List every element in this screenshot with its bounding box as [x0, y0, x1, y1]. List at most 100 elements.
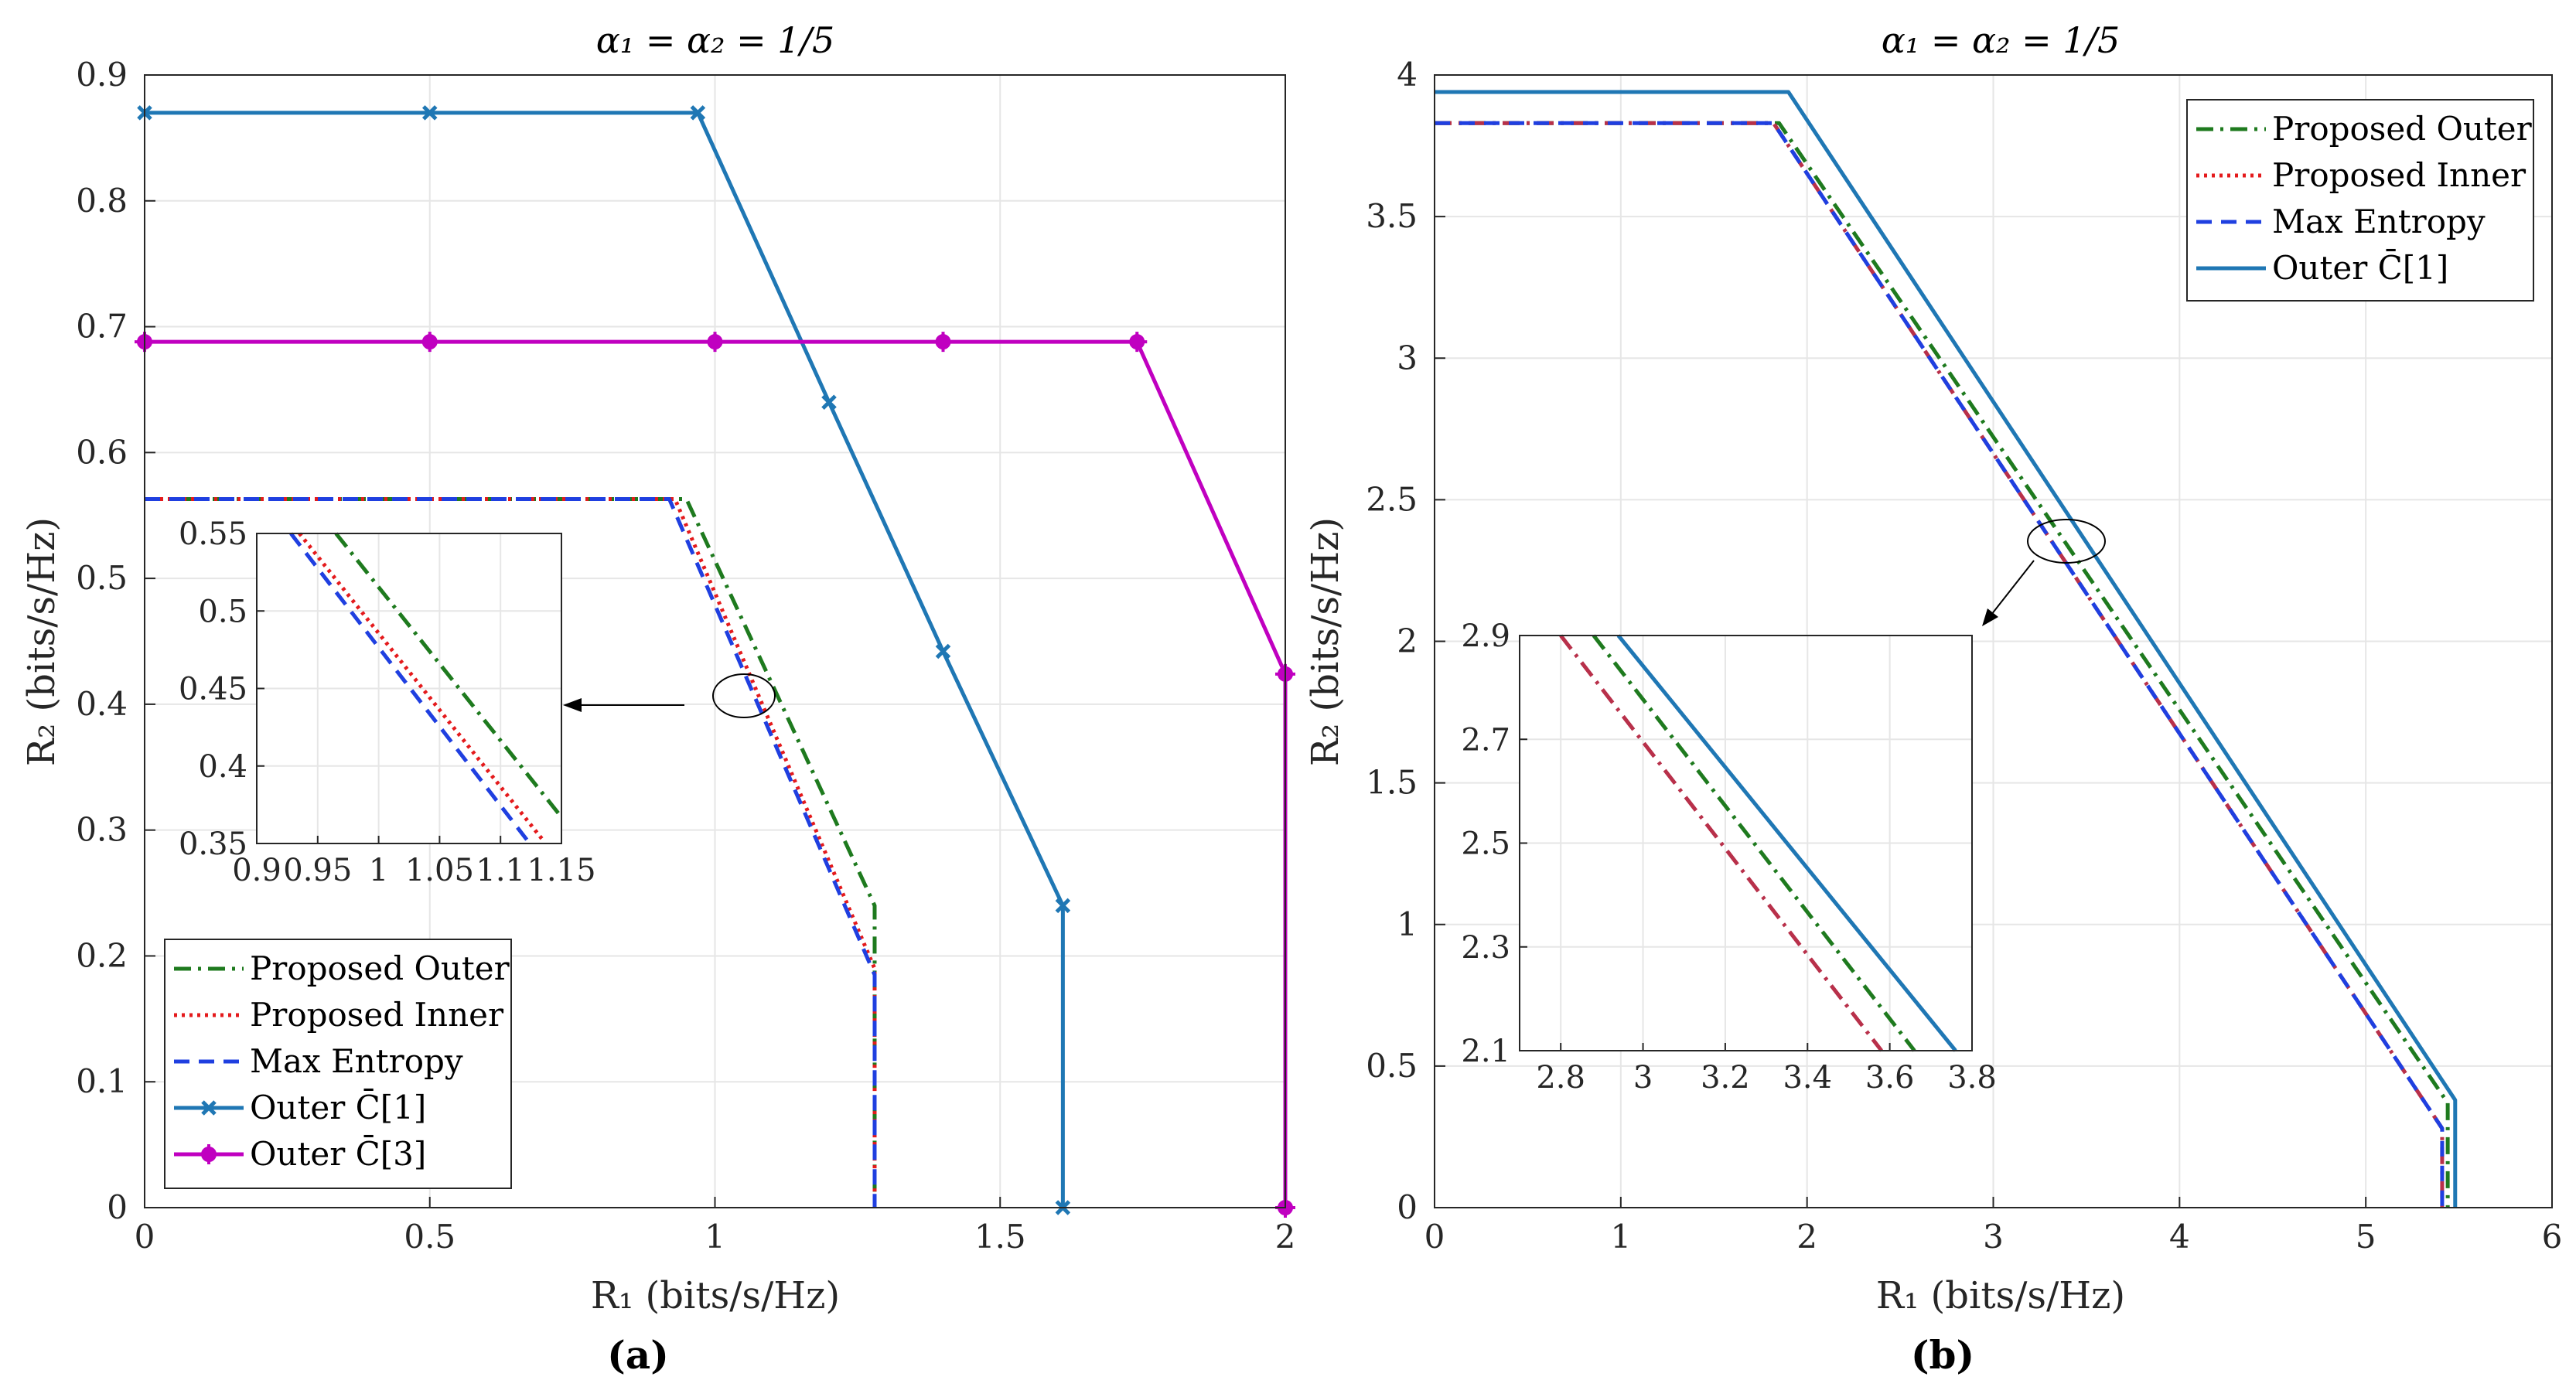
legend-label-max-entropy: Max Entropy	[250, 1042, 463, 1080]
series-line-max-entropy	[145, 497, 877, 1208]
inset-y-tick-label: 0.45	[179, 672, 247, 707]
inset-x-tick-label: 1.1	[476, 853, 525, 888]
data-point-outer-c-1-	[821, 394, 837, 410]
y-tick-label: 0.4	[76, 685, 128, 723]
y-tick-label: 0.6	[76, 433, 128, 471]
caption-b: (b)	[1911, 1332, 1974, 1378]
x-axis-label-b: R₁ (bits/s/Hz)	[1876, 1274, 2125, 1317]
inset-series-b	[1559, 634, 1957, 1052]
inset-y-tick-label: 2.3	[1461, 930, 1510, 966]
zoom-ellipse-b	[2027, 519, 2106, 564]
legend-marker-outer-c-1-	[201, 1100, 217, 1116]
inset-y-tick-label: 2.1	[1461, 1034, 1510, 1069]
data-point-outer-c-3--spoke	[1127, 332, 1148, 353]
inset-b: 2.8 3 3.2 3.4 3.6 3.8 2.1 2.3 2.5 2.7 2.9	[1461, 619, 1996, 1096]
x-tick-label: 0.5	[404, 1218, 455, 1256]
x-tick-label: 1	[705, 1218, 725, 1256]
inset-a: 0.9 0.95 1 1.05 1.1 1.15 0.35 0.4 0.45 0.5 0.55	[179, 516, 596, 888]
x-tick-label: 6	[2542, 1218, 2563, 1256]
inset-x-tick-label: 2.8	[1536, 1060, 1585, 1096]
x-ticks-a: 0 0.5 1 1.5 2	[135, 1197, 1296, 1256]
y-tick-label: 0.1	[76, 1062, 128, 1100]
legend-label-outer-c-3-: Outer C̄[3]	[250, 1133, 426, 1173]
x-ticks-b: 0 1 2 3 4 5 6	[1424, 1197, 2563, 1256]
chart-title-b: α₁ = α₂ = 1/5	[1882, 19, 2121, 61]
y-tick-label: 0.2	[76, 936, 128, 974]
data-point-outer-c-3--spoke	[419, 332, 440, 353]
zoom-ellipse-a	[712, 673, 776, 718]
inset-series-line-max-entropy	[289, 532, 529, 842]
x-tick-label: 2	[1796, 1218, 1817, 1256]
inset-x-tick-label: 1.15	[527, 853, 595, 888]
legend-marker-outer-c-3--spoke	[199, 1144, 219, 1164]
zoom-arrowhead-b	[1982, 608, 1998, 626]
inset-y-tick-label: 2.5	[1461, 826, 1510, 862]
inset-x-tick-label: 3.4	[1783, 1060, 1832, 1096]
inset-x-tick-label: 3.2	[1701, 1060, 1750, 1096]
inset-y-tick-label: 0.4	[198, 749, 247, 785]
inset-series-line-proposed-outer	[334, 532, 563, 819]
series-line-max-entropy	[1435, 121, 2445, 1208]
inset-x-tick-label: 1	[369, 853, 388, 888]
y-ticks-b: 0 0.5 1 1.5 2 2.5 3 3.5 4	[1366, 56, 1445, 1226]
inset-y-tick-label: 2.9	[1461, 619, 1510, 654]
legend-b: Proposed Outer Proposed Inner Max Entropy O…	[2186, 99, 2534, 302]
x-tick-label: 0	[1424, 1218, 1445, 1256]
x-tick-label: 4	[2169, 1218, 2190, 1256]
data-point-outer-c-3--spoke	[705, 332, 725, 353]
legend-label-proposed-outer: Proposed Outer	[2272, 110, 2533, 148]
chart-panel-a: 0 0.5 1 1.5 2 0 0.1 0.2 0.3 0.4 0.5 0.6 0.7 0.8 0.9 α…	[20, 19, 1295, 1378]
inset-x-tick-label: 3.8	[1947, 1060, 1997, 1096]
legend-box-a	[164, 939, 512, 1189]
x-tick-label: 2	[1275, 1218, 1296, 1256]
x-tick-label: 3	[1983, 1218, 2004, 1256]
inset-x-tick-label: 3	[1633, 1060, 1653, 1096]
chart-title-a: α₁ = α₂ = 1/5	[596, 19, 835, 61]
series-line-outer-c-1-	[1435, 90, 2458, 1208]
data-point-outer-c-3--spoke	[933, 332, 954, 353]
y-tick-label: 3	[1397, 339, 1418, 377]
inset-series-a	[289, 532, 563, 842]
y-tick-label: 0.9	[76, 56, 128, 94]
y-axis-label-b: R₂ (bits/s/Hz)	[1304, 517, 1347, 766]
inset-ticks-b: 2.8 3 3.2 3.4 3.6 3.8 2.1 2.3 2.5 2.7 2.9	[1461, 619, 1996, 1096]
inset-series-line-proposed-inner	[298, 532, 545, 842]
y-tick-label: 2.5	[1366, 480, 1418, 518]
legend-label-outer-c-1-: Outer C̄[1]	[250, 1087, 426, 1126]
y-tick-label: 3.5	[1366, 197, 1418, 235]
x-tick-label: 1	[1610, 1218, 1631, 1256]
y-tick-label: 0.5	[76, 559, 128, 597]
inset-y-tick-label: 0.35	[179, 826, 247, 862]
inset-series-line-outer-c-1-	[1616, 634, 1957, 1052]
legend-label-max-entropy: Max Entropy	[2272, 203, 2486, 240]
y-tick-label: 0.3	[76, 811, 128, 849]
legend-label-proposed-outer: Proposed Outer	[250, 949, 510, 987]
y-tick-label: 1	[1397, 905, 1418, 943]
legend-a: Proposed Outer Proposed Inner Max Entropy O…	[164, 939, 512, 1189]
inset-x-tick-label: 0.9	[232, 853, 281, 888]
inset-series-line-proposed-inner	[1559, 634, 1883, 1052]
y-tick-label: 0.8	[76, 182, 128, 220]
caption-a: (a)	[607, 1332, 669, 1378]
x-tick-label: 1.5	[974, 1218, 1026, 1256]
data-point-outer-c-1-	[690, 105, 706, 121]
zoom-arrowhead-a	[563, 698, 582, 712]
inset-y-tick-label: 0.5	[198, 594, 247, 629]
y-tick-label: 2	[1397, 622, 1418, 660]
data-point-outer-c-1-	[421, 105, 438, 121]
y-tick-label: 0	[107, 1188, 128, 1226]
inset-x-tick-label: 0.95	[283, 853, 352, 888]
x-tick-label: 5	[2356, 1218, 2376, 1256]
series-line-proposed-inner	[145, 497, 877, 1208]
legend-label-outer-c-1-: Outer C̄[1]	[2272, 247, 2448, 287]
zoom-arrow-b	[1991, 560, 2035, 615]
y-tick-label: 4	[1397, 56, 1418, 94]
data-point-outer-c-1-	[1055, 898, 1071, 914]
x-tick-label: 0	[135, 1218, 155, 1256]
x-axis-label-a: R₁ (bits/s/Hz)	[591, 1274, 840, 1317]
y-tick-label: 1.5	[1366, 764, 1418, 802]
legend-label-proposed-inner: Proposed Inner	[2272, 156, 2527, 194]
y-tick-label: 0.7	[76, 308, 128, 346]
